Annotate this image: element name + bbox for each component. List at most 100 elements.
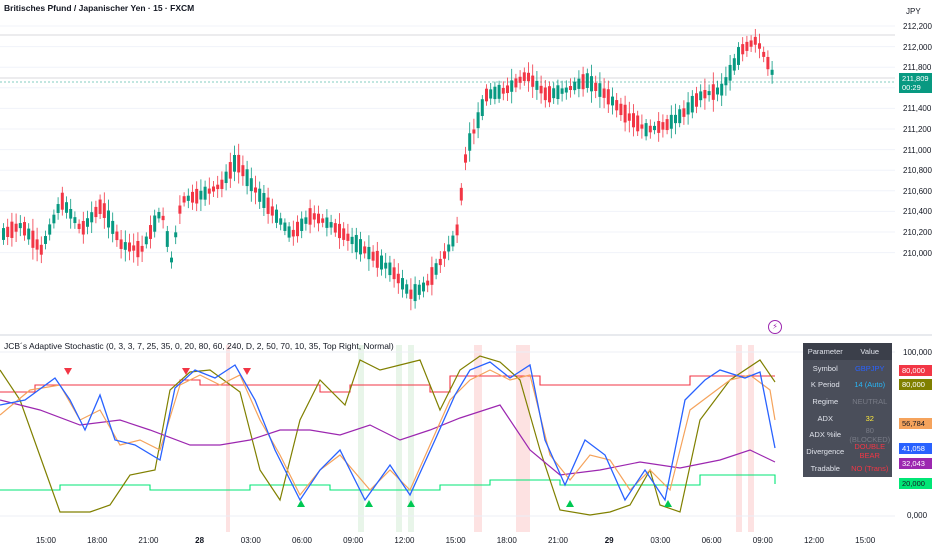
candle-body bbox=[317, 213, 320, 224]
candle-body bbox=[455, 224, 459, 236]
candle-body bbox=[111, 220, 115, 234]
candle-body bbox=[522, 72, 526, 81]
candle-body bbox=[178, 205, 182, 214]
candle-body bbox=[459, 187, 463, 201]
candle-body bbox=[325, 217, 329, 228]
candle-body bbox=[132, 245, 136, 251]
candle-body bbox=[6, 226, 10, 238]
candle-body bbox=[14, 223, 18, 232]
rsi-line bbox=[0, 399, 776, 476]
table-row: K Period 14 (Auto) bbox=[803, 376, 892, 393]
candle-body bbox=[241, 165, 245, 177]
indicator-title[interactable]: JCB´s Adaptive Stochastic (0, 3, 3, 7, 2… bbox=[4, 341, 394, 351]
candle-body bbox=[283, 222, 287, 231]
candle-body bbox=[119, 239, 123, 249]
price-axis-label: 212,200 bbox=[903, 22, 932, 31]
ind-axis-0: 0,000 bbox=[907, 511, 928, 520]
candle-body bbox=[308, 208, 312, 225]
candle-body bbox=[18, 223, 22, 229]
sell-signal-icon bbox=[182, 368, 190, 375]
price-chart[interactable] bbox=[0, 0, 932, 336]
candle-body bbox=[703, 89, 707, 99]
table-row: Divergence DOUBLE BEAR bbox=[803, 442, 892, 461]
candle-body bbox=[73, 217, 77, 224]
time-axis-label: 15:00 bbox=[445, 536, 466, 545]
candle-body bbox=[136, 240, 140, 258]
candle-body bbox=[636, 115, 640, 132]
time-axis-label: 09:00 bbox=[343, 536, 364, 545]
candle-body bbox=[543, 87, 547, 101]
candle-body bbox=[191, 191, 194, 203]
table-value: DOUBLE BEAR bbox=[854, 442, 886, 461]
candle-body bbox=[86, 218, 89, 227]
candle-body bbox=[564, 87, 568, 93]
table-param: Regime bbox=[812, 396, 839, 406]
time-axis-label: 03:00 bbox=[650, 536, 671, 545]
upper-threshold-line bbox=[0, 375, 775, 393]
candle-body bbox=[669, 114, 673, 129]
candle-body bbox=[695, 93, 698, 107]
candle-body bbox=[69, 208, 73, 219]
candle-body bbox=[615, 100, 619, 111]
candle-body bbox=[254, 187, 257, 193]
buy-signal-icon bbox=[664, 500, 672, 507]
candle-body bbox=[606, 89, 610, 105]
candle-body bbox=[602, 88, 606, 98]
last-price: 211,809 bbox=[902, 74, 929, 83]
lower-threshold-line bbox=[0, 474, 776, 491]
candle-body bbox=[10, 221, 14, 238]
sell-signal-icon bbox=[243, 368, 251, 375]
candle-body bbox=[464, 154, 467, 163]
candle-body bbox=[186, 195, 190, 201]
candle-body bbox=[220, 179, 224, 189]
candle-body bbox=[472, 129, 476, 134]
candle-body bbox=[548, 86, 551, 103]
candle-body bbox=[115, 231, 119, 241]
candle-body bbox=[489, 89, 493, 99]
candle-body bbox=[199, 190, 203, 200]
candle-body bbox=[741, 44, 745, 55]
candle-body bbox=[468, 133, 472, 151]
candle-body bbox=[107, 210, 110, 228]
candle-body bbox=[737, 47, 740, 65]
candle-body bbox=[405, 284, 409, 294]
candle-body bbox=[766, 56, 770, 70]
candle-body bbox=[480, 99, 484, 116]
candle-body bbox=[48, 224, 52, 235]
candle-body bbox=[342, 228, 346, 240]
candle-body bbox=[375, 250, 379, 268]
time-axis-label: 06:00 bbox=[701, 536, 722, 545]
buy-signal-icon bbox=[566, 500, 574, 507]
candle-body bbox=[485, 88, 488, 102]
candle-body bbox=[346, 233, 350, 241]
stoch-k-line bbox=[0, 361, 776, 502]
buy-signal-icon bbox=[297, 500, 305, 507]
candle-body bbox=[98, 199, 102, 214]
tag-green: 20,000 bbox=[899, 478, 932, 489]
candle-body bbox=[686, 102, 690, 115]
candle-body bbox=[770, 69, 774, 75]
candle-body bbox=[275, 209, 278, 223]
candle-body bbox=[665, 119, 669, 131]
candle-body bbox=[182, 196, 186, 203]
candle-body bbox=[333, 223, 337, 233]
candle-body bbox=[60, 192, 64, 210]
lightning-icon[interactable]: ⚡ bbox=[768, 320, 782, 334]
regime-band bbox=[396, 345, 402, 532]
candle-body bbox=[653, 125, 656, 131]
price-axis-label: 211,400 bbox=[903, 104, 932, 114]
candle-body bbox=[497, 84, 501, 99]
info-table: Parameter Value Symbol GBPJPY K Period 14 (… bbox=[803, 343, 892, 477]
table-param: Symbol bbox=[812, 363, 838, 373]
candle-body bbox=[161, 215, 165, 221]
candle-body bbox=[434, 263, 438, 275]
time-axis-label: 15:00 bbox=[855, 536, 876, 545]
time-axis-label: 03:00 bbox=[240, 536, 261, 545]
candle-body bbox=[228, 162, 232, 179]
candle-body bbox=[594, 82, 598, 92]
candle-body bbox=[430, 267, 434, 285]
candle-body bbox=[426, 280, 430, 286]
candle-body bbox=[661, 122, 665, 130]
candle-body bbox=[52, 214, 56, 224]
